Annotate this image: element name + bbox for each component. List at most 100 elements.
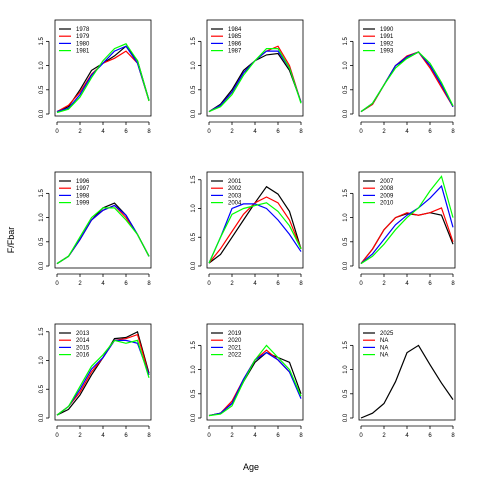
y-tick-label: 1.0	[343, 61, 349, 70]
legend-label: 2019	[228, 331, 242, 337]
x-tick-label: 0	[359, 281, 363, 287]
plot-frame	[206, 323, 304, 421]
legend-label: 1992	[380, 41, 394, 47]
x-tick-label: 4	[101, 281, 105, 287]
x-tick-label: 2	[382, 129, 386, 135]
legend-label: 1985	[228, 34, 242, 40]
x-tick-label: 2	[382, 433, 386, 439]
legend-label: 2001	[228, 179, 242, 185]
legend-label: 2003	[228, 193, 242, 199]
y-tick-label: 0.0	[39, 413, 45, 422]
y-tick-label: 1.5	[39, 327, 45, 336]
x-tick-label: 0	[359, 433, 363, 439]
plot-frame	[206, 171, 304, 269]
y-tick-label: 1.0	[343, 213, 349, 222]
y-tick-label: 1.0	[343, 365, 349, 374]
plot-frame	[54, 323, 152, 421]
series-line-2001	[208, 185, 302, 264]
legend-label: 2009	[380, 193, 394, 199]
x-tick-label: 0	[207, 281, 211, 287]
x-tick-label: 8	[451, 129, 455, 135]
plot-frame	[358, 19, 456, 117]
legend-label: 1986	[228, 41, 242, 47]
legend-label: 2022	[228, 353, 242, 359]
series-line-2010	[360, 175, 454, 265]
x-tick-label: 8	[147, 281, 151, 287]
legend-label: 1981	[76, 49, 90, 55]
y-tick-label: 1.0	[39, 213, 45, 222]
x-tick-label: 6	[428, 433, 432, 439]
x-tick-label: 8	[299, 433, 303, 439]
x-tick-label: 0	[359, 129, 363, 135]
y-tick-label: 1.5	[39, 189, 45, 198]
x-tick-label: 2	[230, 433, 234, 439]
legend-label: 1990	[380, 27, 394, 33]
y-tick-label: 1.5	[191, 341, 197, 350]
series-line-1980	[56, 45, 150, 113]
series-line-1992	[360, 51, 454, 113]
legend-label: 1996	[76, 179, 90, 185]
legend-label: 2004	[228, 201, 242, 207]
series-line-1993	[360, 51, 454, 113]
series-line-1981	[56, 43, 150, 114]
series-line-1996	[56, 202, 150, 265]
plot-frame	[54, 171, 152, 269]
x-tick-label: 0	[55, 433, 59, 439]
x-tick-label: 6	[124, 433, 128, 439]
legend-label: 1993	[380, 49, 394, 55]
plot-frame	[358, 323, 456, 421]
y-tick-label: 0.0	[191, 261, 197, 270]
plot-frame	[206, 19, 304, 117]
plot-frame	[358, 171, 456, 269]
legend-label: 2021	[228, 345, 242, 351]
x-tick-label: 0	[207, 433, 211, 439]
x-tick-label: 2	[78, 433, 82, 439]
legend-label: 2008	[380, 186, 394, 192]
series-line-2002	[208, 196, 302, 264]
x-tick-label: 4	[405, 129, 409, 135]
y-tick-label: 0.0	[191, 109, 197, 118]
legend-label: 2014	[76, 338, 90, 344]
legend-label: 2020	[228, 338, 242, 344]
x-tick-label: 8	[147, 129, 151, 135]
y-tick-label: 1.5	[343, 341, 349, 350]
y-tick-label: 0.5	[343, 389, 349, 398]
x-tick-label: 2	[230, 281, 234, 287]
x-tick-label: 0	[207, 129, 211, 135]
legend-label: 1980	[76, 41, 90, 47]
legend-label: 2010	[380, 201, 394, 207]
series-line-2015	[56, 339, 150, 416]
y-tick-label: 1.5	[343, 37, 349, 46]
legend-label: 2015	[76, 345, 90, 351]
y-tick-label: 0.0	[191, 413, 197, 422]
x-tick-label: 6	[428, 129, 432, 135]
x-tick-label: 4	[253, 281, 257, 287]
series-line-1987	[208, 48, 302, 113]
legend-label: 1991	[380, 34, 394, 40]
y-tick-label: 0.5	[39, 384, 45, 393]
y-tick-label: 0.0	[39, 261, 45, 270]
plot-frame	[54, 19, 152, 117]
x-tick-label: 6	[124, 129, 128, 135]
series-line-2008	[360, 207, 454, 264]
y-tick-label: 1.5	[39, 37, 45, 46]
x-tick-label: 4	[253, 433, 257, 439]
x-tick-label: 4	[101, 433, 105, 439]
legend-label: 2007	[380, 179, 394, 185]
x-tick-label: 8	[147, 433, 151, 439]
y-tick-label: 1.5	[343, 189, 349, 198]
series-line-2022	[208, 344, 302, 417]
x-tick-label: 6	[428, 281, 432, 287]
y-tick-label: 1.0	[191, 365, 197, 374]
